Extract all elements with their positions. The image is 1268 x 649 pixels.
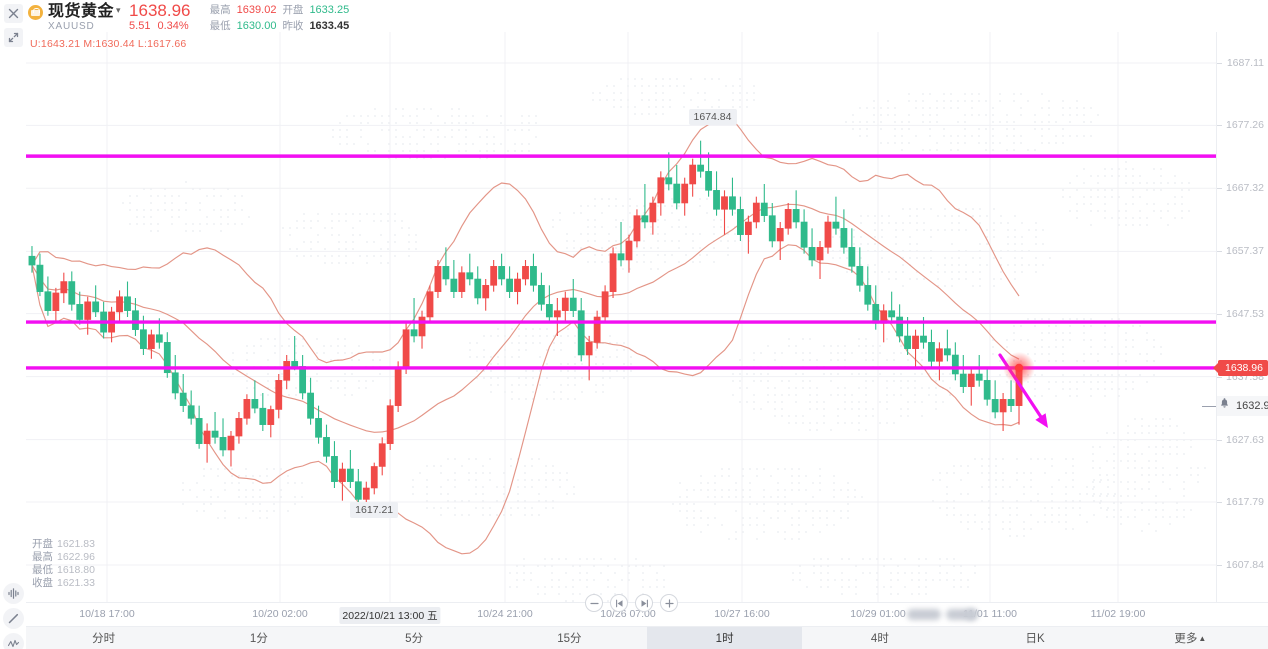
ohlc-label-low: 最低 [32, 564, 53, 576]
chart-svg [26, 32, 1216, 602]
price-axis-tick [1217, 125, 1222, 126]
price-axis-label: 1627.63 [1226, 434, 1264, 446]
time-axis-label: 10/24 21:00 [477, 608, 532, 620]
price-axis-tick [1217, 440, 1222, 441]
timeframe-tab-5分[interactable]: 5分 [337, 627, 492, 649]
price-axis-tick [1217, 251, 1222, 252]
chart-canvas[interactable] [26, 32, 1216, 602]
price-axis-label: 1667.32 [1226, 182, 1264, 194]
draw-pencil-icon[interactable] [3, 608, 24, 629]
zoom-in-button[interactable] [660, 594, 678, 612]
time-axis-label: 10/29 01:00 [850, 608, 905, 620]
expand-icon[interactable] [4, 28, 23, 47]
timeframe-tab-更多[interactable]: 更多 ▲ [1113, 627, 1268, 649]
gold-symbol-icon [28, 5, 43, 20]
price-block: 1638.96 5.51 0.34% [129, 1, 196, 33]
stat-value-open: 1633.25 [309, 3, 349, 18]
bell-icon[interactable] [1219, 397, 1230, 415]
trading-chart-app: 现货黄金 ▾ XAUUSD 1638.96 5.51 0.34% 最高 1639.0… [0, 0, 1268, 649]
price-axis-tick [1217, 63, 1222, 64]
stat-value-prevclose: 1633.45 [309, 19, 349, 34]
symbol-name: 现货黄金 [48, 3, 114, 20]
price-axis-tick [1217, 502, 1222, 503]
price-axis-label: 1687.11 [1227, 57, 1264, 69]
zoom-out-button[interactable] [585, 594, 603, 612]
symbol-block[interactable]: 现货黄金 ▾ XAUUSD [48, 1, 121, 33]
price-axis-label: 1617.79 [1226, 496, 1264, 508]
time-axis-label: 2022/10/21 13:00 五 [339, 607, 440, 624]
price-axis-label: 1677.26 [1226, 119, 1264, 131]
stat-label-prevclose: 昨收 [282, 19, 303, 34]
alert-price-value: 1632.92 [1236, 400, 1268, 412]
scroll-right-button[interactable] [635, 594, 653, 612]
scroll-left-button[interactable] [610, 594, 628, 612]
chart-nav-buttons [585, 594, 678, 612]
indicator-wave-icon[interactable] [3, 633, 24, 649]
timeframe-tabbar: 分时 1分 5分 15分 1时 4时 日K 更多 ▲ [26, 626, 1268, 649]
time-axis-label: 10/20 02:00 [252, 608, 307, 620]
price-axis-label: 1607.84 [1226, 559, 1264, 571]
ohlc-info-box: 开盘 1621.83 最高 1622.96 最低 1618.80 收盘 1621.33 [32, 538, 95, 590]
timeframe-tab-1分[interactable]: 1分 [181, 627, 336, 649]
stat-label-high: 最高 [210, 3, 231, 18]
price-change-percent: 0.34% [157, 20, 188, 32]
ohlc-value-close: 1621.33 [57, 577, 95, 589]
timeframe-tab-分时[interactable]: 分时 [26, 627, 181, 649]
price-axis-label: 1647.53 [1226, 308, 1264, 320]
ohlc-label-high: 最高 [32, 551, 53, 563]
price-axis-tick [1217, 565, 1222, 566]
stat-label-low: 最低 [210, 19, 231, 34]
left-tool-rail [0, 0, 26, 649]
price-axis[interactable]: 1687.11 1677.26 1667.32 1657.37 1647.53 1637.… [1216, 32, 1268, 602]
alert-tick-line [1202, 406, 1216, 407]
redacted-time-label [907, 609, 941, 620]
time-axis-label: 10/27 16:00 [714, 608, 769, 620]
time-axis-label: 11/02 19:00 [1091, 608, 1146, 620]
timeframe-tab-1时[interactable]: 1时 [647, 627, 802, 649]
chevron-up-icon: ▲ [1198, 634, 1206, 643]
current-price-tag: 1638.96 [1218, 360, 1268, 376]
quote-stats: 最高 1639.02 开盘 1633.25 最低 1630.00 昨收 1633… [210, 3, 350, 34]
ohlc-value-low: 1618.80 [57, 564, 95, 576]
low-price-callout: 1617.21 [350, 502, 398, 518]
ohlc-value-high: 1622.96 [57, 551, 95, 563]
close-icon[interactable] [4, 4, 23, 23]
volume-bars-icon[interactable] [3, 583, 24, 604]
price-axis-tick [1217, 188, 1222, 189]
stat-label-open: 开盘 [282, 3, 303, 18]
high-price-callout: 1674.84 [689, 109, 737, 125]
redacted-time-label [966, 609, 978, 620]
symbol-code: XAUUSD [48, 21, 121, 33]
timeframe-tab-4时[interactable]: 4时 [802, 627, 957, 649]
price-axis-tick [1217, 314, 1222, 315]
bollinger-legend: U:1643.21 M:1630.44 L:1617.66 [30, 38, 186, 50]
price-alert-row[interactable]: 1632.92 [1217, 396, 1268, 416]
time-axis-label: 10/18 17:00 [79, 608, 134, 620]
price-axis-label: 1657.37 [1226, 245, 1264, 257]
timeframe-tab-日K[interactable]: 日K [958, 627, 1113, 649]
timeframe-tab-15分[interactable]: 15分 [492, 627, 647, 649]
price-axis-tick [1217, 377, 1222, 378]
ohlc-label-open: 开盘 [32, 538, 53, 550]
ohlc-label-close: 收盘 [32, 577, 53, 589]
price-change: 5.51 [129, 20, 150, 32]
chevron-down-icon[interactable]: ▾ [116, 1, 121, 20]
stat-value-high: 1639.02 [237, 3, 277, 18]
ohlc-value-open: 1621.83 [57, 538, 95, 550]
last-price: 1638.96 [129, 1, 196, 20]
stat-value-low: 1630.00 [237, 19, 277, 34]
chart-header: 现货黄金 ▾ XAUUSD 1638.96 5.51 0.34% 最高 1639.0… [0, 0, 1268, 32]
